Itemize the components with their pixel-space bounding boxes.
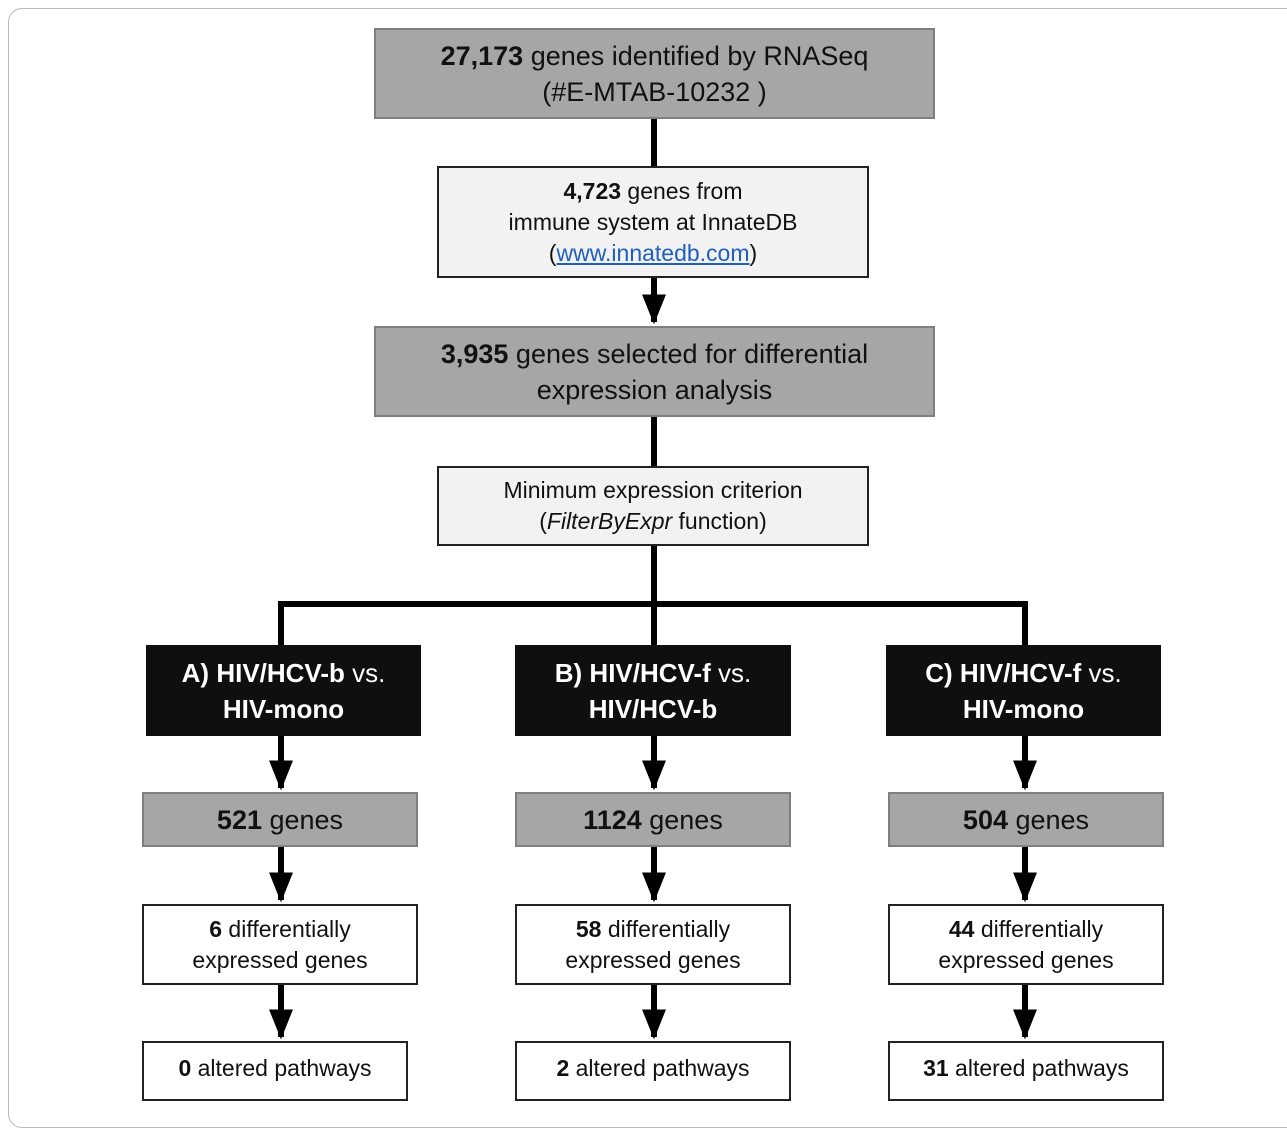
comparison-c-box: C) HIV/HCV-f vs. HIV-mono: [886, 645, 1161, 736]
comparison-a-genes-text: genes: [261, 804, 344, 835]
selected-genes-text: genes selected for differential: [508, 338, 869, 369]
comparison-a-pathways-count: 0: [178, 1055, 192, 1081]
comparison-c-line1: C) HIV/HCV-f vs.: [925, 655, 1121, 691]
comparison-a-de-box: 6 differentially expressed genes: [142, 904, 418, 985]
rnaseq-genes-text: genes identified by RNASeq: [523, 40, 869, 71]
comparison-c-de-text: differentially: [974, 915, 1104, 942]
rnaseq-genes-count: 27,173: [440, 40, 524, 71]
comparison-b-de-count: 58: [575, 915, 602, 942]
comparison-c-pathways: 31 altered pathways: [923, 1053, 1129, 1084]
selected-genes-line1: 3,935 genes selected for differential: [441, 336, 868, 372]
comparison-c-pathways-box: 31 altered pathways: [888, 1041, 1164, 1101]
innatedb-text: genes from: [621, 177, 743, 204]
connector-branch-split: [278, 545, 657, 645]
innatedb-genes-box: 4,723 genes from immune system at Innate…: [437, 166, 869, 278]
comparison-b-de-text: differentially: [601, 915, 731, 942]
comparison-b-genes-text: genes: [641, 804, 723, 835]
comparison-c-genes-box: 504 genes: [888, 792, 1164, 847]
comparison-a-de-count: 6: [209, 915, 223, 942]
innatedb-count: 4,723: [563, 177, 622, 204]
comparison-b-line1: B) HIV/HCV-f vs.: [555, 655, 751, 691]
comparison-b-line2: HIV/HCV-b: [588, 693, 718, 724]
comparison-c-line2: HIV-mono: [962, 693, 1085, 724]
rnaseq-accession: (#E-MTAB-10232 ): [542, 76, 767, 107]
criterion-line1: Minimum expression criterion: [503, 477, 803, 503]
comparison-b-pathways-box: 2 altered pathways: [515, 1041, 791, 1101]
criterion-rest: function): [672, 508, 767, 534]
innatedb-link[interactable]: www.innatedb.com: [556, 239, 750, 266]
comparison-a-de-line2: expressed genes: [192, 946, 368, 973]
comparison-a-pathways-text: altered pathways: [191, 1055, 372, 1081]
expression-criterion-box: Minimum expression criterion (FilterByEx…: [437, 466, 869, 546]
comparison-c-genes-text: genes: [1007, 804, 1090, 835]
criterion-open-paren: (: [539, 508, 547, 534]
comparison-b-title: B) HIV/HCV-f: [554, 657, 711, 688]
innatedb-line3: (www.innatedb.com): [549, 238, 757, 269]
comparison-a-genes-count: 521: [216, 804, 262, 835]
comparison-c-pathways-count: 31: [923, 1055, 949, 1081]
comparison-b-pathways: 2 altered pathways: [556, 1053, 749, 1084]
connector-branch-right: [654, 601, 1028, 645]
comparison-a-de-text: differentially: [222, 915, 351, 942]
comparison-a-pathways-box: 0 altered pathways: [142, 1041, 408, 1101]
criterion-function-name: FilterByExpr: [546, 508, 673, 534]
innatedb-line1: 4,723 genes from: [563, 176, 742, 207]
rnaseq-genes-line1: 27,173 genes identified by RNASeq: [441, 38, 869, 74]
comparison-a-genes-box: 521 genes: [142, 792, 418, 847]
innatedb-line2: immune system at InnateDB: [508, 208, 798, 235]
comparison-b-pathways-count: 2: [556, 1055, 570, 1081]
comparison-b-vs: vs.: [710, 657, 752, 688]
rnaseq-genes-box: 27,173 genes identified by RNASeq (#E-MT…: [374, 28, 935, 119]
connector-lines: [269, 118, 1037, 1040]
comparison-c-genes-count: 504: [962, 804, 1008, 835]
comparison-c-title: C) HIV/HCV-f: [925, 657, 1082, 688]
comparison-c-de-line1: 44 differentially: [949, 914, 1103, 945]
criterion-line2: (FilterByExpr function): [539, 506, 767, 537]
comparison-b-pathways-text: altered pathways: [569, 1055, 750, 1081]
comparison-b-genes-box: 1124 genes: [515, 792, 791, 847]
comparison-a-de-line1: 6 differentially: [209, 914, 351, 945]
innatedb-close-paren: ): [749, 239, 758, 266]
selected-genes-box: 3,935 genes selected for differential ex…: [374, 326, 935, 417]
comparison-b-genes: 1124 genes: [583, 802, 723, 838]
selected-genes-count: 3,935: [440, 338, 509, 369]
comparison-c-pathways-text: altered pathways: [948, 1055, 1129, 1081]
comparison-b-box: B) HIV/HCV-f vs. HIV/HCV-b: [515, 645, 791, 736]
comparison-c-de-line2: expressed genes: [938, 946, 1114, 973]
comparison-b-de-box: 58 differentially expressed genes: [515, 904, 791, 985]
comparison-b-genes-count: 1124: [583, 804, 642, 835]
comparison-a-line1: A) HIV/HCV-b vs.: [182, 655, 386, 691]
comparison-b-de-line1: 58 differentially: [576, 914, 730, 945]
comparison-a-title: A) HIV/HCV-b: [181, 657, 345, 688]
innatedb-open-paren: (: [548, 239, 557, 266]
comparison-c-vs: vs.: [1081, 657, 1122, 688]
comparison-a-box: A) HIV/HCV-b vs. HIV-mono: [146, 645, 421, 736]
comparison-c-genes: 504 genes: [963, 802, 1089, 838]
comparison-c-de-count: 44: [948, 915, 975, 942]
comparison-c-de-box: 44 differentially expressed genes: [888, 904, 1164, 985]
comparison-a-line2: HIV-mono: [222, 693, 345, 724]
comparison-b-de-line2: expressed genes: [565, 946, 741, 973]
selected-genes-line2: expression analysis: [536, 374, 773, 405]
comparison-a-vs: vs.: [344, 657, 386, 688]
comparison-a-genes: 521 genes: [217, 802, 343, 838]
comparison-a-pathways: 0 altered pathways: [178, 1053, 371, 1084]
